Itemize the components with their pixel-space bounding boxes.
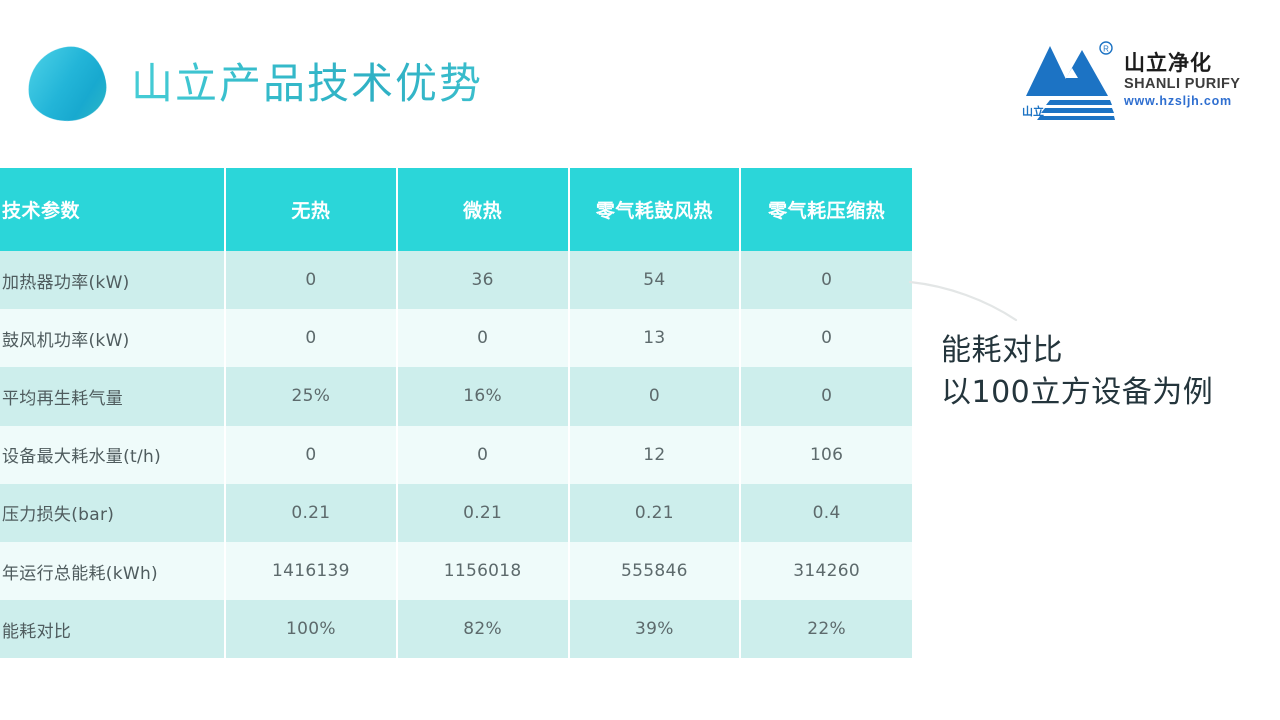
cell-value: 0 <box>568 367 742 426</box>
cell-value: 13 <box>568 309 742 368</box>
column-header-compressed: 零气耗压缩热 <box>740 168 912 251</box>
table-row: 平均再生耗气量 25% 16% 0 0 <box>0 367 912 426</box>
table-row: 年运行总能耗(kWh) 1416139 1156018 555846 31426… <box>0 541 912 601</box>
logo-name-en: SHANLI PURIFY <box>1124 76 1241 92</box>
row-label: 压力损失(bar) <box>0 483 226 542</box>
cell-value: 25% <box>225 367 398 426</box>
cell-value: 0 <box>740 367 912 426</box>
logo-text-block: 山立净化 SHANLI PURIFY www.hzsljh.com <box>1124 51 1256 109</box>
logo-website-url: www.hzsljh.com <box>1124 94 1232 108</box>
row-label: 鼓风机功率(kW) <box>0 309 226 368</box>
cell-value: 22% <box>740 600 912 659</box>
decorative-blob-icon <box>24 43 110 125</box>
svg-text:山立: 山立 <box>1022 104 1044 118</box>
cell-value: 0.4 <box>740 483 912 542</box>
cell-value: 36 <box>396 251 570 310</box>
cell-value: 12 <box>568 425 742 484</box>
brand-logo: R 山立 山立净化 SHANLI PURIFY www.hzsljh.com <box>1020 40 1256 124</box>
cell-value: 54 <box>568 251 742 310</box>
table-row: 加热器功率(kW) 0 36 54 0 <box>0 251 912 310</box>
callout-note: 能耗对比 以100立方设备为例 <box>941 330 1271 414</box>
cell-value: 1416139 <box>225 541 398 601</box>
table-body: 加热器功率(kW) 0 36 54 0 鼓风机功率(kW) 0 0 13 0 平… <box>0 251 912 659</box>
table-row: 压力损失(bar) 0.21 0.21 0.21 0.4 <box>0 483 912 542</box>
table-header: 技术参数 无热 微热 零气耗鼓风热 零气耗压缩热 <box>0 168 912 251</box>
cell-value: 0.21 <box>396 483 570 542</box>
column-header-wure: 无热 <box>225 168 398 251</box>
row-label: 能耗对比 <box>0 600 226 659</box>
cell-value: 100% <box>225 600 398 659</box>
cell-value: 1156018 <box>396 541 570 601</box>
row-label: 年运行总能耗(kWh) <box>0 541 226 601</box>
cell-value: 0 <box>740 309 912 368</box>
column-header-blower: 零气耗鼓风热 <box>568 168 742 251</box>
cell-value: 82% <box>396 600 570 659</box>
cell-value: 0.21 <box>568 483 742 542</box>
callout-connector-line <box>908 280 1018 322</box>
cell-value: 0 <box>396 425 570 484</box>
slide-header: 山立产品技术优势 R 山立 山立净化 SHANLI PURIFY www.hzs… <box>0 0 1280 160</box>
cell-value: 106 <box>740 425 912 484</box>
cell-value: 314260 <box>740 541 912 601</box>
callout-line-2: 以100立方设备为例 <box>941 375 1214 410</box>
cell-value: 0 <box>740 251 912 310</box>
column-header-weire: 微热 <box>396 168 570 251</box>
cell-value: 39% <box>568 600 742 659</box>
row-label: 平均再生耗气量 <box>0 367 226 426</box>
cell-value: 555846 <box>568 541 742 601</box>
table-row: 鼓风机功率(kW) 0 0 13 0 <box>0 309 912 368</box>
cell-value: 0.21 <box>225 483 398 542</box>
shanli-mountain-logo-icon: R 山立 <box>1022 41 1115 120</box>
table-row: 能耗对比 100% 82% 39% 22% <box>0 600 912 659</box>
svg-text:R: R <box>1103 44 1109 53</box>
logo-name-cn: 山立净化 <box>1124 51 1212 75</box>
cell-value: 0 <box>225 309 398 368</box>
page-title: 山立产品技术优势 <box>131 57 483 111</box>
row-label: 加热器功率(kW) <box>0 251 226 310</box>
technical-comparison-table: 技术参数 无热 微热 零气耗鼓风热 零气耗压缩热 加热器功率(kW) 0 36 … <box>0 168 912 659</box>
cell-value: 0 <box>225 251 398 310</box>
cell-value: 0 <box>225 425 398 484</box>
cell-value: 16% <box>396 367 570 426</box>
callout-line-1: 能耗对比 <box>941 333 1063 368</box>
table-row: 设备最大耗水量(t/h) 0 0 12 106 <box>0 425 912 484</box>
column-header-param: 技术参数 <box>0 168 226 251</box>
table-header-row: 技术参数 无热 微热 零气耗鼓风热 零气耗压缩热 <box>0 168 912 251</box>
row-label: 设备最大耗水量(t/h) <box>0 425 226 484</box>
cell-value: 0 <box>396 309 570 368</box>
